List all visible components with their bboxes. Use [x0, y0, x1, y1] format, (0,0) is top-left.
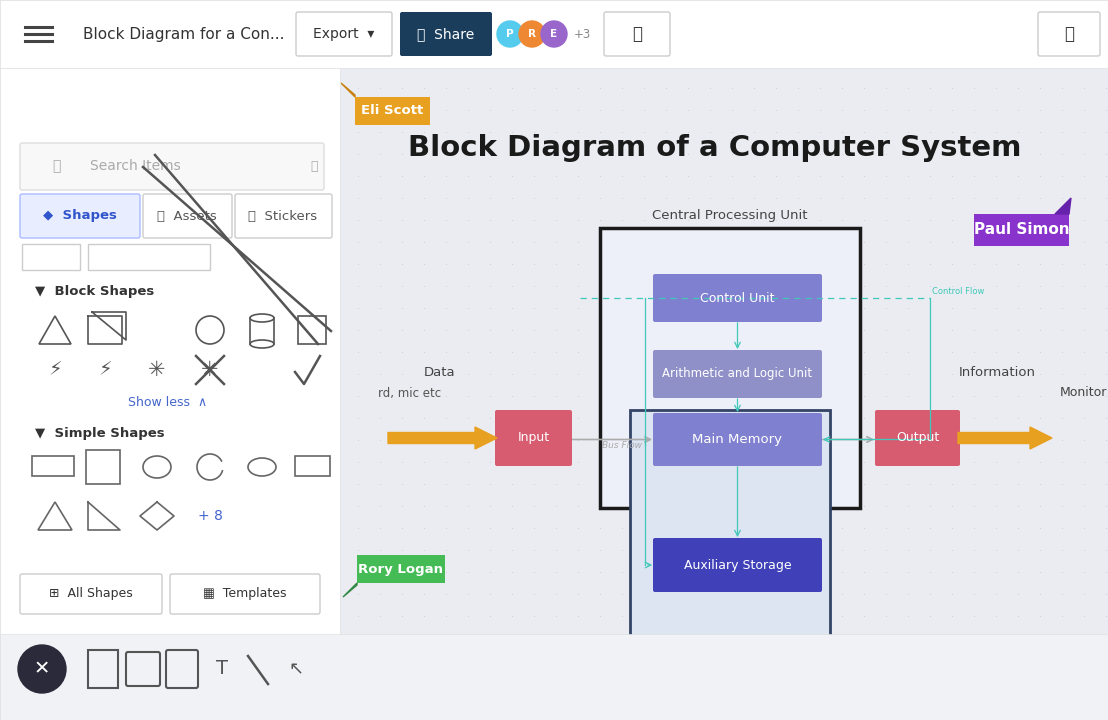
- Bar: [601, 228, 860, 508]
- FancyBboxPatch shape: [170, 574, 320, 614]
- Text: 🔍: 🔍: [52, 159, 60, 173]
- Text: Export  ▾: Export ▾: [314, 27, 375, 41]
- Bar: [295, 456, 330, 476]
- Text: Main Memory: Main Memory: [692, 433, 782, 446]
- Circle shape: [497, 21, 523, 47]
- Text: Block Diagram of a Computer System: Block Diagram of a Computer System: [409, 134, 1022, 162]
- Polygon shape: [343, 583, 357, 597]
- Text: Block Diagram for a Con...: Block Diagram for a Con...: [83, 27, 285, 42]
- Text: Data: Data: [424, 366, 455, 379]
- FancyBboxPatch shape: [653, 538, 822, 592]
- Text: E: E: [551, 29, 557, 39]
- Text: 💬: 💬: [1064, 25, 1074, 43]
- FancyBboxPatch shape: [20, 194, 140, 238]
- Text: Show less  ∧: Show less ∧: [129, 395, 207, 408]
- FancyBboxPatch shape: [235, 194, 332, 238]
- Bar: [340, 68, 1108, 634]
- Circle shape: [18, 645, 66, 693]
- Bar: [298, 316, 326, 344]
- Text: ↖: ↖: [288, 660, 304, 678]
- Text: ⚡: ⚡: [48, 361, 62, 379]
- Text: Search Items: Search Items: [90, 159, 181, 173]
- Bar: [0, 68, 340, 720]
- FancyBboxPatch shape: [653, 274, 822, 322]
- FancyBboxPatch shape: [296, 12, 392, 56]
- Text: Monitor: Monitor: [1060, 387, 1107, 400]
- Text: 📌: 📌: [310, 160, 318, 173]
- FancyBboxPatch shape: [20, 143, 324, 190]
- FancyBboxPatch shape: [495, 410, 572, 466]
- Text: ▦  Templates: ▦ Templates: [203, 588, 287, 600]
- Text: Eli Scott: Eli Scott: [361, 104, 423, 117]
- Text: Memory Unit: Memory Unit: [687, 655, 772, 668]
- Polygon shape: [388, 427, 497, 449]
- FancyBboxPatch shape: [20, 574, 162, 614]
- Polygon shape: [1055, 198, 1071, 214]
- Text: ▼  Block Shapes: ▼ Block Shapes: [35, 286, 154, 299]
- FancyBboxPatch shape: [604, 12, 670, 56]
- Polygon shape: [341, 83, 355, 97]
- Bar: [0, 0, 1108, 68]
- Bar: [355, 97, 430, 125]
- Text: ✳: ✳: [148, 360, 166, 380]
- Text: ▼  Simple Shapes: ▼ Simple Shapes: [35, 428, 165, 441]
- Text: +3: +3: [573, 27, 591, 40]
- Bar: [0, 634, 1108, 720]
- Polygon shape: [958, 427, 1051, 449]
- Text: Auxiliary Storage: Auxiliary Storage: [684, 559, 791, 572]
- Text: Input: Input: [517, 431, 550, 444]
- Bar: [22, 244, 80, 270]
- Text: Output: Output: [896, 431, 940, 444]
- Text: ⚡: ⚡: [99, 361, 112, 379]
- Text: Arithmetic and Logic Unit: Arithmetic and Logic Unit: [663, 367, 812, 380]
- FancyBboxPatch shape: [875, 410, 960, 466]
- Text: rd, mic etc: rd, mic etc: [378, 387, 441, 400]
- Text: 📞: 📞: [632, 25, 642, 43]
- Bar: [357, 555, 445, 583]
- Bar: [974, 214, 1069, 246]
- Text: ✳: ✳: [202, 360, 218, 380]
- Text: + 8: + 8: [197, 509, 223, 523]
- FancyBboxPatch shape: [653, 413, 822, 466]
- Text: Control Unit: Control Unit: [700, 292, 774, 305]
- Text: ✕: ✕: [34, 660, 50, 678]
- Text: Information: Information: [958, 366, 1036, 379]
- Text: R: R: [529, 29, 536, 39]
- Text: Paul Simon: Paul Simon: [974, 222, 1069, 238]
- Text: 🧳  Assets: 🧳 Assets: [157, 210, 217, 222]
- FancyBboxPatch shape: [1038, 12, 1100, 56]
- Text: ⭐  Stickers: ⭐ Stickers: [248, 210, 318, 222]
- Bar: [630, 410, 830, 644]
- Text: Control Flow: Control Flow: [932, 287, 984, 297]
- Text: ⊞  All Shapes: ⊞ All Shapes: [49, 588, 133, 600]
- Text: T: T: [216, 660, 228, 678]
- Bar: [32, 456, 74, 476]
- Circle shape: [541, 21, 567, 47]
- Text: Central Processing Unit: Central Processing Unit: [653, 210, 808, 222]
- Text: ◆  Shapes: ◆ Shapes: [43, 210, 117, 222]
- FancyBboxPatch shape: [143, 194, 232, 238]
- Bar: [88, 244, 211, 270]
- Text: Bus Flow: Bus Flow: [602, 441, 642, 451]
- Text: Rory Logan: Rory Logan: [359, 562, 443, 575]
- FancyBboxPatch shape: [653, 350, 822, 398]
- Text: P: P: [506, 29, 514, 39]
- Text: 🌐  Share: 🌐 Share: [418, 27, 474, 41]
- Bar: [86, 450, 120, 484]
- Circle shape: [519, 21, 545, 47]
- Bar: [88, 650, 117, 688]
- FancyBboxPatch shape: [400, 12, 492, 56]
